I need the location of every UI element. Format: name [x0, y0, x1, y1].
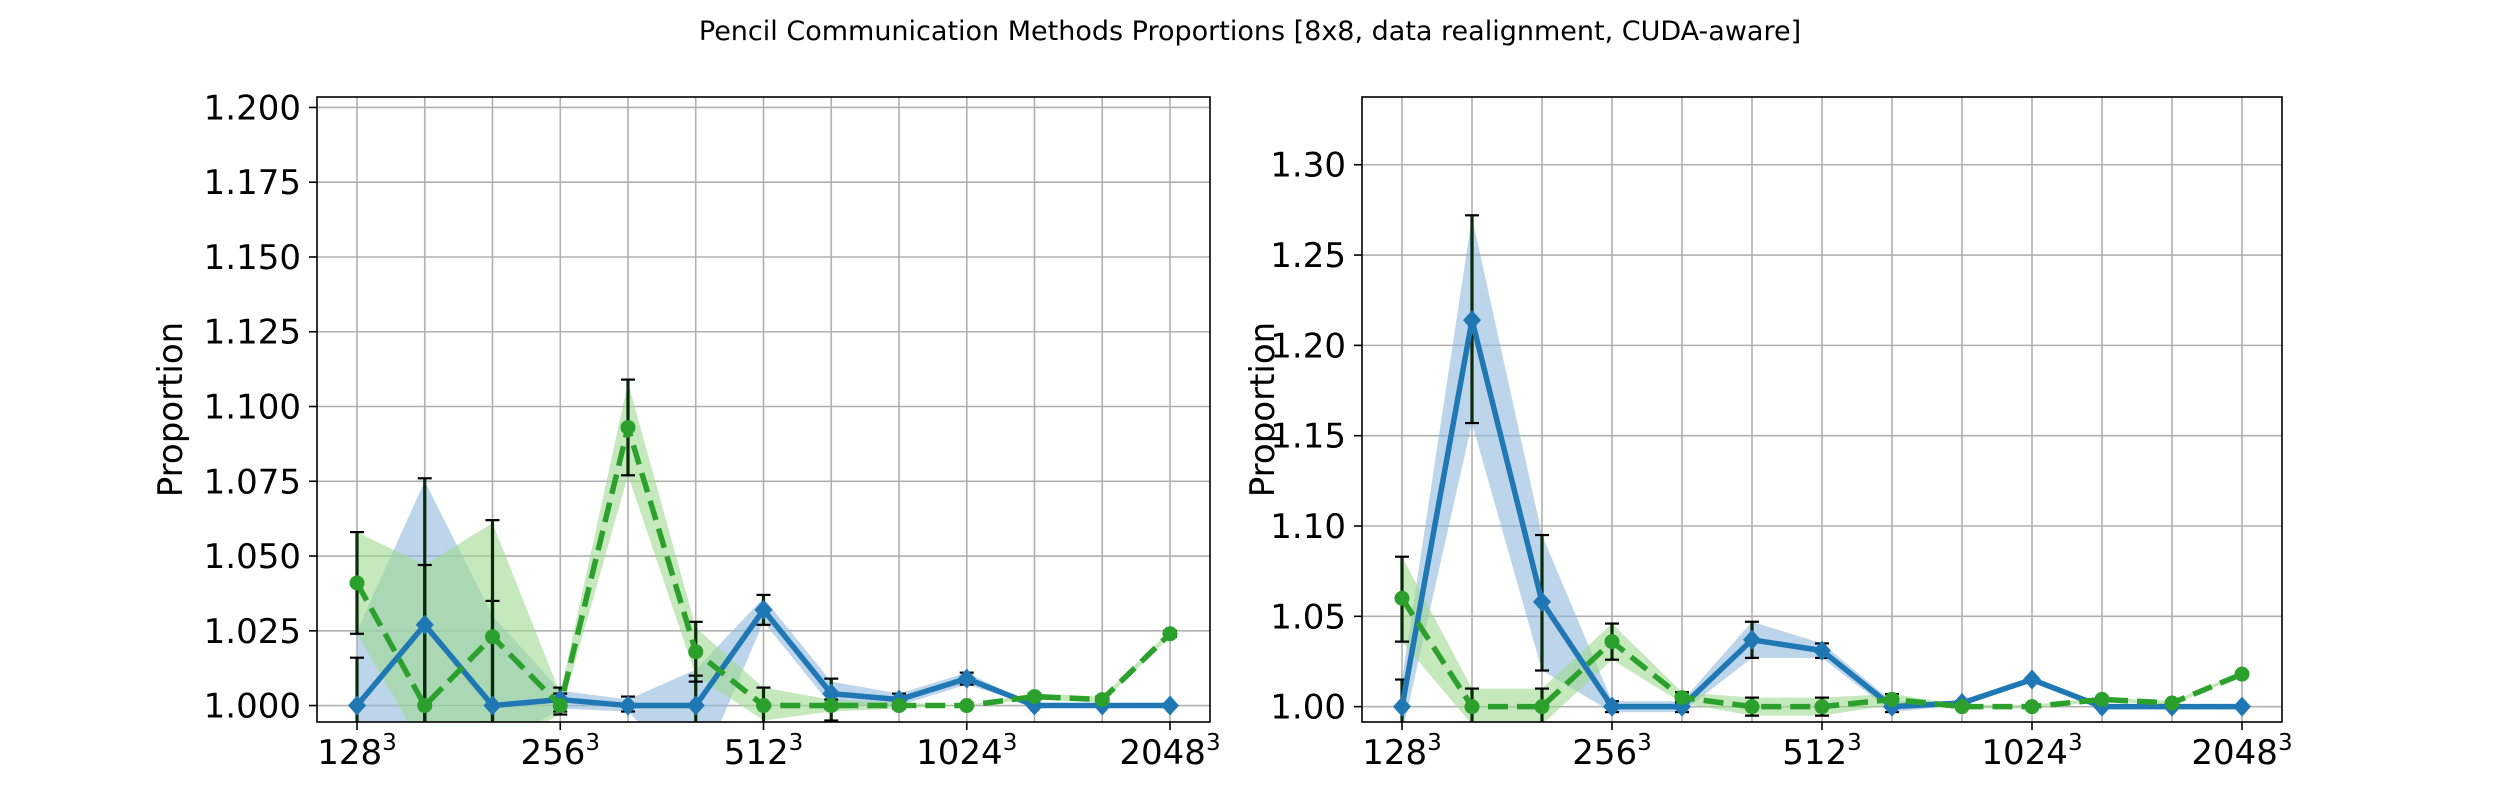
blue-diamond-marker: [1743, 629, 1761, 650]
blue-diamond-marker: [1393, 696, 1411, 717]
y-tick-label: 1.175: [204, 163, 301, 203]
plot-area: [1393, 214, 2251, 722]
blue-diamond-marker: [957, 668, 976, 689]
blue-diamond-marker: [348, 695, 366, 716]
green-circle-marker: [1162, 626, 1178, 642]
x-tick-label: 10243: [1981, 730, 2082, 773]
blue-diamond-marker: [483, 695, 502, 716]
green-circle-marker: [1094, 692, 1110, 708]
green-circle-marker: [1027, 689, 1042, 705]
y-axis-label: Proportion: [151, 322, 191, 497]
y-tick-label: 1.25: [1270, 236, 1346, 276]
green-circle-marker: [688, 644, 704, 660]
y-tick-label: 1.15: [1270, 417, 1346, 457]
blue-diamond-marker: [1813, 640, 1831, 661]
green-circle-marker: [823, 698, 839, 714]
green-circle-marker: [1604, 634, 1620, 650]
green-circle-marker: [1814, 699, 1830, 715]
green-confidence-band: [1402, 556, 2242, 722]
axes-frame: [1361, 96, 2283, 723]
y-tick-label: 1.20: [1270, 326, 1346, 366]
green-circle-marker: [2164, 695, 2180, 711]
right-chart-panel: 1.00 1.05 1.10 1.15 1.20 1.25 1.30 1283 2563 5123…: [1243, 96, 2293, 773]
x-tick-label: 20483: [2191, 730, 2292, 773]
green-circle-marker: [1674, 690, 1690, 706]
x-tick-label: 5123: [1782, 730, 1862, 773]
y-tick-label: 1.30: [1270, 146, 1346, 186]
blue-diamond-marker: [2233, 696, 2251, 717]
green-circle-marker: [1534, 699, 1550, 715]
plot-area: [348, 378, 1179, 722]
blue-diamond-marker: [822, 683, 841, 704]
y-tick-label: 1.100: [204, 388, 301, 428]
left-chart-panel: 1.000 1.025 1.050 1.075 1.100 1.125 1.150 1.175…: [151, 88, 1221, 773]
y-tick-label: 1.05: [1270, 597, 1346, 637]
y-tick-label: 1.125: [204, 313, 301, 353]
x-tick-label: 1283: [317, 730, 397, 773]
blue-diamond-marker: [754, 599, 773, 620]
green-circle-marker: [2094, 691, 2110, 707]
green-circle-marker: [1744, 699, 1760, 715]
green-circle-marker: [756, 698, 771, 714]
axes-frame: [316, 96, 1211, 723]
y-tick-label: 1.025: [204, 612, 301, 652]
x-tick-label: 20483: [1119, 730, 1220, 773]
green-circle-marker: [1884, 691, 1900, 707]
y-tick-label: 1.200: [204, 88, 301, 128]
green-circle-marker: [485, 629, 500, 645]
y-tick-label: 1.150: [204, 238, 301, 278]
green-circle-marker: [2234, 666, 2250, 682]
green-circle-marker: [349, 575, 365, 591]
y-tick-label: 1.00: [1270, 688, 1346, 728]
y-tick-label: 1.000: [204, 687, 301, 727]
green-circle-marker: [1464, 699, 1480, 715]
blue-diamond-marker: [415, 614, 434, 635]
green-circle-marker: [1954, 699, 1970, 715]
green-circle-marker: [417, 698, 433, 714]
blue-diamond-marker: [1533, 591, 1551, 612]
figure-title: Pencil Communication Methods Proportions…: [699, 16, 1801, 47]
blue-diamond-marker: [1161, 695, 1179, 716]
green-circle-marker: [959, 698, 975, 714]
x-tick-label: 5123: [724, 730, 804, 773]
y-tick-label: 1.10: [1270, 507, 1346, 547]
x-tick-label: 1283: [1362, 730, 1442, 773]
blue-diamond-marker: [686, 695, 705, 716]
green-circle-marker: [891, 698, 907, 714]
y-tick-label: 1.075: [204, 462, 301, 502]
blue-diamond-marker: [619, 695, 637, 716]
blue-diamond-marker: [1463, 310, 1481, 331]
x-tick-label: 2563: [1572, 730, 1652, 773]
green-circle-marker: [2024, 699, 2040, 715]
blue-diamond-marker: [1603, 696, 1621, 717]
green-circle-marker: [1394, 590, 1410, 606]
x-tick-label: 2563: [520, 730, 600, 773]
y-axis-label: Proportion: [1243, 322, 1283, 497]
x-tick-label: 10243: [916, 730, 1017, 773]
green-circle-marker: [552, 698, 568, 714]
y-tick-label: 1.050: [204, 537, 301, 577]
blue-diamond-marker: [2023, 669, 2041, 690]
green-circle-marker: [620, 419, 636, 435]
